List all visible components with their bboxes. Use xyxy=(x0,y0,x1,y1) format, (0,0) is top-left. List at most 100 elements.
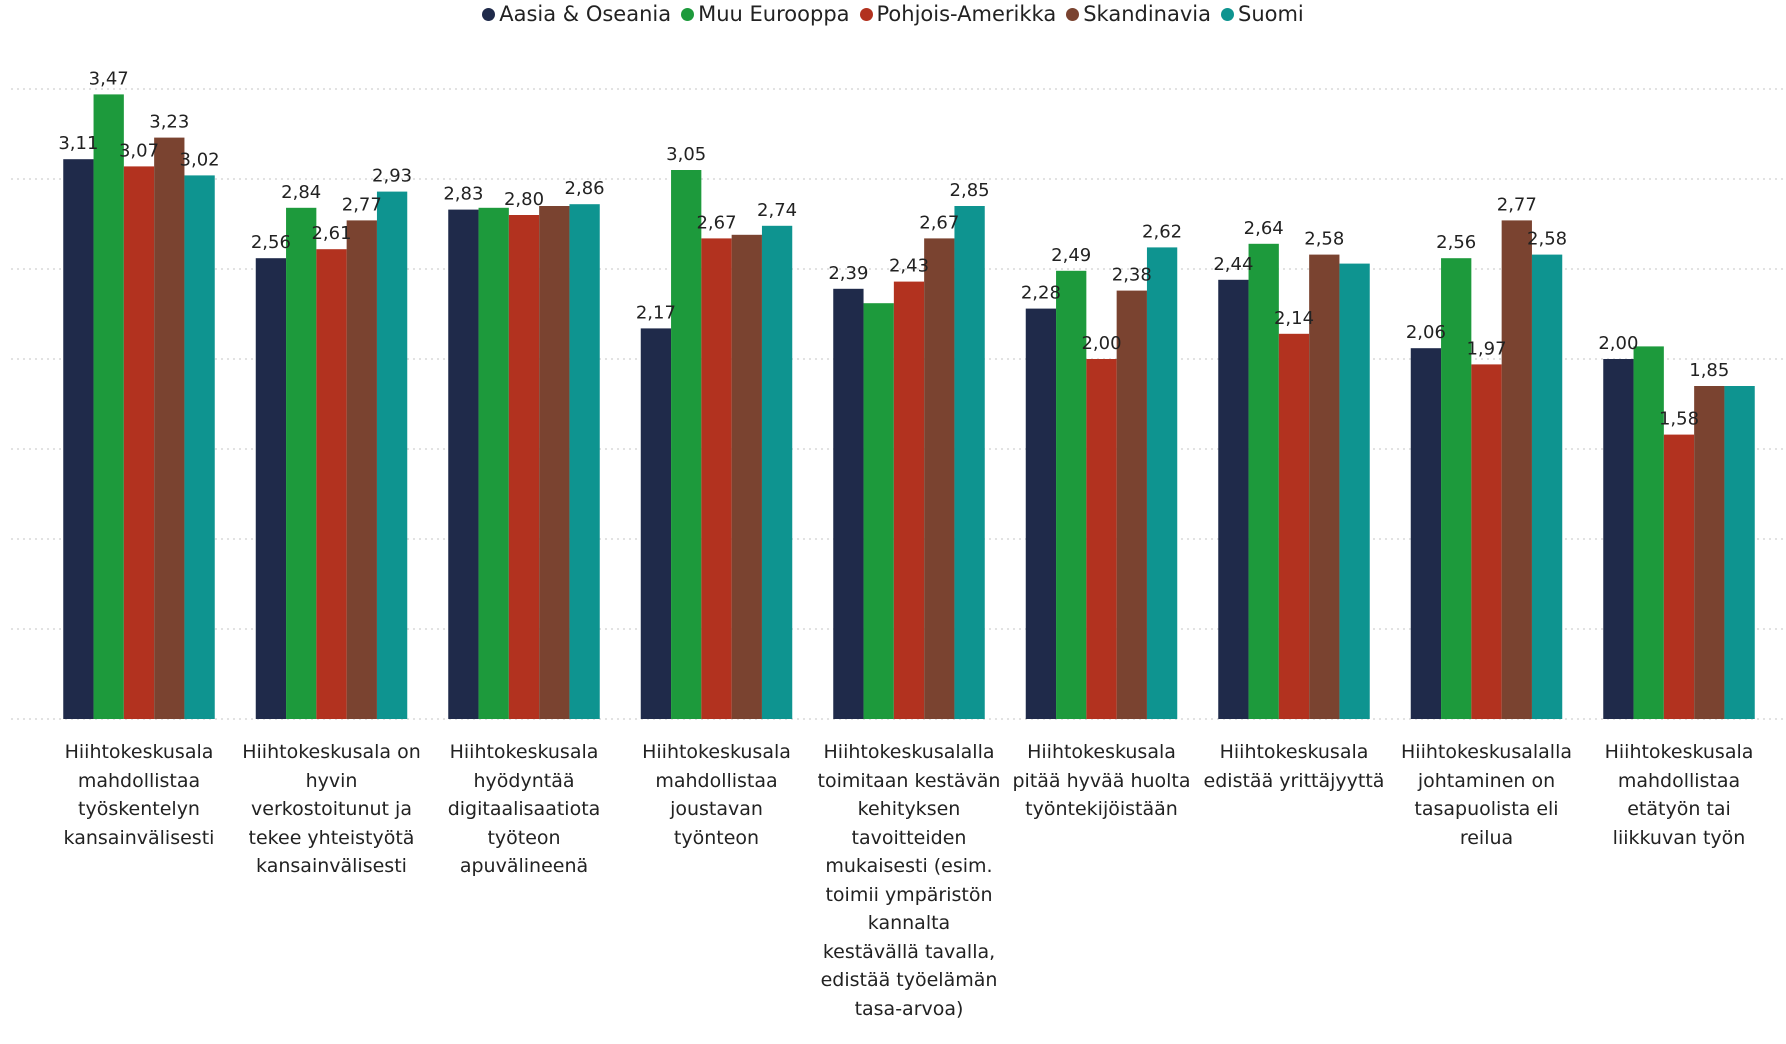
x-tick-label: Hiihtokeskusala mahdollistaa etätyön tai… xyxy=(1604,741,1754,849)
value-label: 2,93 xyxy=(372,166,412,187)
value-label: 3,07 xyxy=(119,140,159,161)
bar xyxy=(154,137,185,720)
value-label: 2,64 xyxy=(1244,218,1284,239)
x-tick-label: Hiihtokeskusalalla toimitaan kestävän ke… xyxy=(817,741,1001,1020)
value-label: 2,44 xyxy=(1213,254,1253,275)
bar xyxy=(1086,359,1117,719)
bar xyxy=(1694,386,1725,719)
legend-label: Aasia & Oseania xyxy=(499,2,672,26)
bar xyxy=(255,258,287,719)
bar xyxy=(1248,243,1279,720)
bar xyxy=(1501,220,1532,719)
x-tick-label: Hiihtokeskusala on hyvin verkostoitunut … xyxy=(242,741,421,877)
x-tick-label: Hiihtokeskusala mahdollistaa joustavan t… xyxy=(642,741,791,849)
bar xyxy=(954,206,985,719)
bar xyxy=(1309,254,1340,719)
bar xyxy=(93,94,124,719)
bar xyxy=(1410,348,1442,719)
legend-marker xyxy=(859,7,873,21)
value-label: 1,58 xyxy=(1659,409,1699,430)
value-label: 2,77 xyxy=(342,194,382,215)
legend: Aasia & Oseania Muu Eurooppa Pohjois-Ameri… xyxy=(0,2,1786,26)
value-label: 2,06 xyxy=(1406,322,1446,343)
bar xyxy=(640,328,672,719)
value-label: 3,05 xyxy=(666,144,706,165)
value-label: 2,56 xyxy=(1436,232,1476,253)
value-label: 1,85 xyxy=(1689,360,1729,381)
value-label: 2,17 xyxy=(636,302,676,323)
value-label: 2,58 xyxy=(1304,229,1344,250)
legend-label: Skandinavia xyxy=(1083,2,1211,26)
value-label: 2,28 xyxy=(1021,283,1061,304)
bar xyxy=(569,204,600,719)
value-label: 2,39 xyxy=(828,263,868,284)
bar xyxy=(123,166,155,719)
value-label: 3,02 xyxy=(180,149,220,170)
value-label: 2,58 xyxy=(1527,229,1567,250)
legend-item: Pohjois-Amerikka xyxy=(859,2,1057,26)
value-label: 2,61 xyxy=(311,223,351,244)
legend-item: Skandinavia xyxy=(1066,2,1211,26)
legend-item: Suomi xyxy=(1220,2,1304,26)
legend-label: Muu Eurooppa xyxy=(698,2,850,26)
value-label: 2,83 xyxy=(443,184,483,205)
legend-item: Aasia & Oseania xyxy=(482,2,671,26)
legend-label: Pohjois-Amerikka xyxy=(876,2,1057,26)
bar xyxy=(731,234,762,720)
value-label: 2,74 xyxy=(757,200,797,221)
bar xyxy=(316,249,347,719)
bar xyxy=(924,238,955,719)
legend-marker xyxy=(681,7,695,21)
bar xyxy=(346,220,377,719)
bar xyxy=(761,225,793,720)
bar xyxy=(184,175,215,719)
x-tick-label: Hiihtokeskusala edistää yrittäjyyttä xyxy=(1203,741,1385,792)
value-label: 2,77 xyxy=(1497,194,1537,215)
value-label: 2,62 xyxy=(1142,221,1182,242)
bar xyxy=(508,215,540,719)
bar xyxy=(1146,247,1178,719)
value-label: 2,49 xyxy=(1051,245,1091,266)
value-label: 2,00 xyxy=(1598,333,1638,354)
bar xyxy=(1116,290,1147,719)
bar xyxy=(1633,346,1664,719)
value-label: 2,85 xyxy=(950,180,990,201)
value-label: 1,97 xyxy=(1466,338,1506,359)
legend-label: Suomi xyxy=(1237,2,1304,26)
bar xyxy=(1663,434,1695,719)
value-label: 2,14 xyxy=(1274,308,1314,329)
legend-marker xyxy=(482,7,496,21)
bar xyxy=(478,207,509,720)
legend-marker xyxy=(1220,7,1234,21)
value-label: 2,00 xyxy=(1081,333,1121,354)
bar xyxy=(701,238,732,719)
bar xyxy=(893,281,925,719)
bar xyxy=(1218,279,1249,719)
value-label: 2,67 xyxy=(696,212,736,233)
bar xyxy=(671,170,702,719)
value-label: 2,67 xyxy=(919,212,959,233)
bar xyxy=(863,303,894,719)
bar xyxy=(539,206,570,719)
bar xyxy=(1025,308,1057,719)
x-tick-label: Hiihtokeskusala pitää hyvää huolta työnt… xyxy=(1012,741,1191,820)
bar xyxy=(1471,364,1502,719)
x-tick-label: Hiihtokeskusalalla johtaminen on tasapuo… xyxy=(1401,741,1572,849)
value-label: 3,47 xyxy=(89,68,129,89)
bar xyxy=(63,159,94,719)
bar xyxy=(1724,386,1755,719)
bar xyxy=(833,288,864,719)
bar xyxy=(376,191,408,720)
value-label: 2,84 xyxy=(281,182,321,203)
bar xyxy=(448,209,479,719)
bar xyxy=(1056,270,1087,719)
bar xyxy=(1441,258,1472,719)
bar xyxy=(1278,333,1310,719)
value-label: 3,11 xyxy=(58,133,98,154)
bar xyxy=(1531,254,1563,719)
bar xyxy=(1339,263,1370,719)
bar xyxy=(1603,359,1634,719)
value-label: 2,56 xyxy=(251,232,291,253)
